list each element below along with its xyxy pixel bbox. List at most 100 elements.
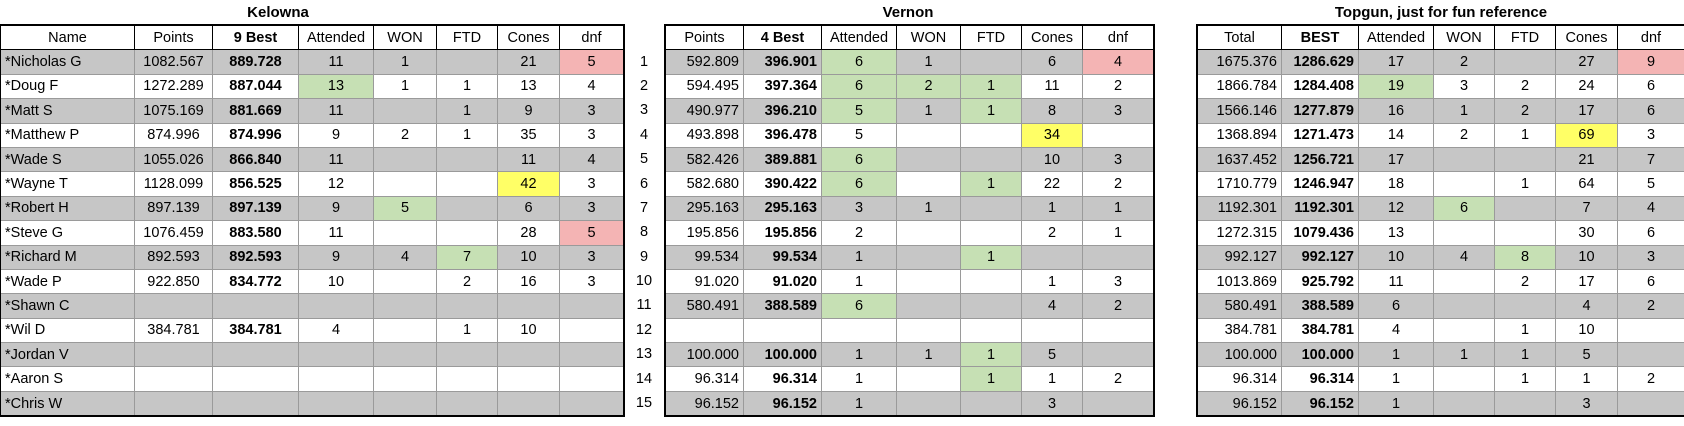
table-cell[interactable]: 42 xyxy=(497,171,560,197)
table-cell[interactable]: 582.426 xyxy=(665,146,744,173)
table-cell[interactable] xyxy=(1433,220,1495,246)
table-cell[interactable] xyxy=(134,366,213,392)
table-cell[interactable]: 19 xyxy=(1358,73,1434,100)
table-cell[interactable] xyxy=(436,195,498,222)
table-cell[interactable]: 21 xyxy=(1555,146,1618,173)
table-cell[interactable]: *Wade S xyxy=(0,146,135,173)
table-cell[interactable]: 866.840 xyxy=(212,146,299,173)
table-cell[interactable]: 1246.947 xyxy=(1281,171,1359,197)
table-cell[interactable] xyxy=(1433,268,1495,295)
table-cell[interactable]: 6 xyxy=(821,49,897,75)
table-cell[interactable] xyxy=(559,366,624,392)
table-cell[interactable]: 99.534 xyxy=(743,244,822,270)
table-cell[interactable]: 6 xyxy=(1617,73,1684,100)
table-cell[interactable] xyxy=(298,366,374,392)
table-cell[interactable]: 295.163 xyxy=(665,195,744,222)
table-cell[interactable]: 2 xyxy=(1494,98,1556,124)
table-cell[interactable]: 96.152 xyxy=(743,390,822,417)
table-cell[interactable]: *Chris W xyxy=(0,390,135,417)
table-cell[interactable]: 3 xyxy=(1433,73,1495,100)
table-cell[interactable]: 9 xyxy=(298,244,374,270)
table-cell[interactable]: 4 xyxy=(1617,195,1684,222)
table-cell[interactable]: 2 xyxy=(373,122,437,148)
table-cell[interactable]: 1 xyxy=(436,73,498,100)
table-cell[interactable]: 100.000 xyxy=(743,342,822,368)
table-cell[interactable]: 2 xyxy=(821,220,897,246)
table-cell[interactable]: 4 xyxy=(559,146,624,173)
table-cell[interactable] xyxy=(1433,390,1495,417)
table-cell[interactable]: 96.314 xyxy=(743,366,822,392)
table-cell[interactable]: 856.525 xyxy=(212,171,299,197)
table-cell[interactable] xyxy=(134,390,213,417)
table-cell[interactable]: 384.781 xyxy=(1281,317,1359,344)
table-cell[interactable]: 1 xyxy=(1021,268,1083,295)
table-cell[interactable]: 390.422 xyxy=(743,171,822,197)
table-cell[interactable]: *Nicholas G xyxy=(0,49,135,75)
table-cell[interactable]: 1 xyxy=(373,73,437,100)
table-cell[interactable]: 96.314 xyxy=(1197,366,1282,392)
table-cell[interactable]: 3 xyxy=(559,195,624,222)
table-cell[interactable]: 21 xyxy=(497,49,560,75)
table-cell[interactable] xyxy=(497,390,560,417)
table-cell[interactable]: 28 xyxy=(497,220,560,246)
table-cell[interactable]: 195.856 xyxy=(743,220,822,246)
table-cell[interactable]: 11 xyxy=(1021,73,1083,100)
table-cell[interactable]: 2 xyxy=(896,73,961,100)
table-cell[interactable]: 10 xyxy=(1555,317,1618,344)
table-cell[interactable] xyxy=(1494,49,1556,75)
table-cell[interactable]: 1 xyxy=(1494,366,1556,392)
table-cell[interactable]: 2 xyxy=(1433,49,1495,75)
table-cell[interactable]: 1 xyxy=(1494,122,1556,148)
table-cell[interactable]: *Wayne T xyxy=(0,171,135,197)
table-cell[interactable]: 396.901 xyxy=(743,49,822,75)
table-cell[interactable]: 3 xyxy=(821,195,897,222)
table-cell[interactable]: 100.000 xyxy=(665,342,744,368)
table-cell[interactable] xyxy=(1082,342,1154,368)
table-cell[interactable] xyxy=(1021,244,1083,270)
table-cell[interactable]: 1128.099 xyxy=(134,171,213,197)
table-cell[interactable]: 592.809 xyxy=(665,49,744,75)
table-cell[interactable]: 1286.629 xyxy=(1281,49,1359,75)
table-cell[interactable] xyxy=(896,390,961,417)
table-cell[interactable]: 1 xyxy=(896,195,961,222)
table-cell[interactable]: 9 xyxy=(497,98,560,124)
table-cell[interactable]: 195.856 xyxy=(665,220,744,246)
table-cell[interactable]: 3 xyxy=(559,122,624,148)
table-cell[interactable]: 11 xyxy=(497,146,560,173)
table-cell[interactable] xyxy=(960,390,1022,417)
table-cell[interactable]: 493.898 xyxy=(665,122,744,148)
table-cell[interactable]: 594.495 xyxy=(665,73,744,100)
table-cell[interactable] xyxy=(436,293,498,319)
table-cell[interactable]: 13 xyxy=(298,73,374,100)
table-cell[interactable]: 1 xyxy=(1494,342,1556,368)
table-cell[interactable] xyxy=(960,49,1022,75)
table-cell[interactable]: 889.728 xyxy=(212,49,299,75)
table-cell[interactable]: 4 xyxy=(1433,244,1495,270)
table-cell[interactable]: 100.000 xyxy=(1281,342,1359,368)
table-cell[interactable]: *Aaron S xyxy=(0,366,135,392)
table-cell[interactable]: 7 xyxy=(1617,146,1684,173)
table-cell[interactable]: 4 xyxy=(559,73,624,100)
table-cell[interactable]: 4 xyxy=(1082,49,1154,75)
table-cell[interactable]: 10 xyxy=(1021,146,1083,173)
table-cell[interactable]: 1 xyxy=(436,122,498,148)
table-cell[interactable]: 91.020 xyxy=(743,268,822,295)
table-cell[interactable]: 384.781 xyxy=(1197,317,1282,344)
table-cell[interactable] xyxy=(960,146,1022,173)
table-cell[interactable]: 1 xyxy=(1555,366,1618,392)
table-cell[interactable]: 11 xyxy=(298,98,374,124)
table-cell[interactable] xyxy=(436,220,498,246)
table-cell[interactable]: 2 xyxy=(1433,122,1495,148)
table-cell[interactable]: 892.593 xyxy=(134,244,213,270)
table-cell[interactable]: 4 xyxy=(1358,317,1434,344)
table-cell[interactable]: 11 xyxy=(298,49,374,75)
table-cell[interactable]: 5 xyxy=(821,122,897,148)
table-cell[interactable]: 1 xyxy=(896,98,961,124)
table-cell[interactable]: 1055.026 xyxy=(134,146,213,173)
table-cell[interactable]: 6 xyxy=(821,293,897,319)
table-cell[interactable]: 12 xyxy=(298,171,374,197)
table-cell[interactable] xyxy=(896,146,961,173)
table-cell[interactable]: 1710.779 xyxy=(1197,171,1282,197)
table-cell[interactable] xyxy=(960,195,1022,222)
table-cell[interactable] xyxy=(896,244,961,270)
